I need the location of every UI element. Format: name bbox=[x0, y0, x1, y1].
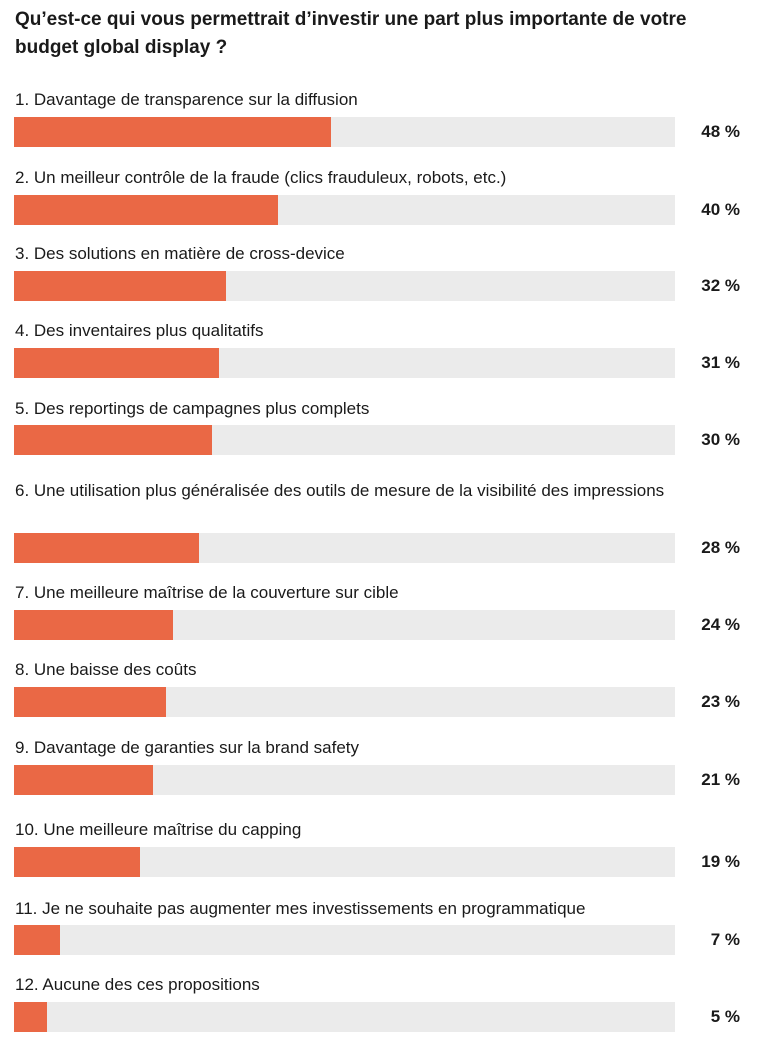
bar bbox=[14, 348, 219, 378]
bar-track bbox=[14, 1002, 675, 1032]
value-label: 24 % bbox=[701, 615, 740, 634]
value-label: 48 % bbox=[701, 122, 740, 141]
category-label: 4. Des inventaires plus qualitatifs bbox=[15, 321, 264, 340]
value-label: 23 % bbox=[701, 692, 740, 711]
category-label: 11. Je ne souhaite pas augmenter mes inv… bbox=[15, 899, 586, 918]
category-label: 5. Des reportings de campagnes plus comp… bbox=[15, 399, 370, 418]
value-label: 32 % bbox=[701, 276, 740, 295]
value-label: 21 % bbox=[701, 770, 740, 789]
bar bbox=[14, 1002, 47, 1032]
bar-track bbox=[14, 765, 675, 795]
bar-track bbox=[14, 610, 675, 640]
bar-track bbox=[14, 533, 675, 563]
bar bbox=[14, 765, 153, 795]
bar bbox=[14, 533, 199, 563]
category-label: 1. Davantage de transparence sur la diff… bbox=[15, 90, 358, 109]
value-label: 31 % bbox=[701, 353, 740, 372]
category-label: 10. Une meilleure maîtrise du capping bbox=[15, 820, 302, 839]
bar-track bbox=[14, 195, 675, 225]
category-label: 2. Un meilleur contrôle de la fraude (cl… bbox=[15, 168, 507, 187]
bar-track bbox=[14, 847, 675, 877]
bar-track bbox=[14, 271, 675, 301]
bar-track bbox=[14, 687, 675, 717]
category-label: 12. Aucune des ces propositions bbox=[15, 975, 260, 994]
bar bbox=[14, 610, 173, 640]
bar bbox=[14, 925, 60, 955]
bar bbox=[14, 687, 166, 717]
value-label: 19 % bbox=[701, 852, 740, 871]
bar-track bbox=[14, 925, 675, 955]
bar bbox=[14, 271, 226, 301]
category-label: 9. Davantage de garanties sur la brand s… bbox=[15, 738, 359, 757]
bar bbox=[14, 847, 140, 877]
chart-title: Qu’est-ce qui vous permettrait d’investi… bbox=[15, 9, 687, 58]
bar-track bbox=[14, 348, 675, 378]
value-label: 28 % bbox=[701, 538, 740, 557]
category-label: 6. Une utilisation plus généralisée des … bbox=[15, 481, 665, 500]
bar bbox=[14, 195, 278, 225]
category-label: 8. Une baisse des coûts bbox=[15, 660, 197, 679]
value-label: 40 % bbox=[701, 200, 740, 219]
value-label: 30 % bbox=[701, 430, 740, 449]
category-label: 7. Une meilleure maîtrise de la couvertu… bbox=[15, 583, 399, 602]
value-label: 5 % bbox=[710, 1007, 740, 1026]
category-label: 3. Des solutions en matière de cross-dev… bbox=[15, 244, 345, 263]
bar-track bbox=[14, 117, 675, 147]
bar bbox=[14, 425, 212, 455]
value-label: 7 % bbox=[710, 930, 740, 949]
bar bbox=[14, 117, 331, 147]
bar-track bbox=[14, 425, 675, 455]
